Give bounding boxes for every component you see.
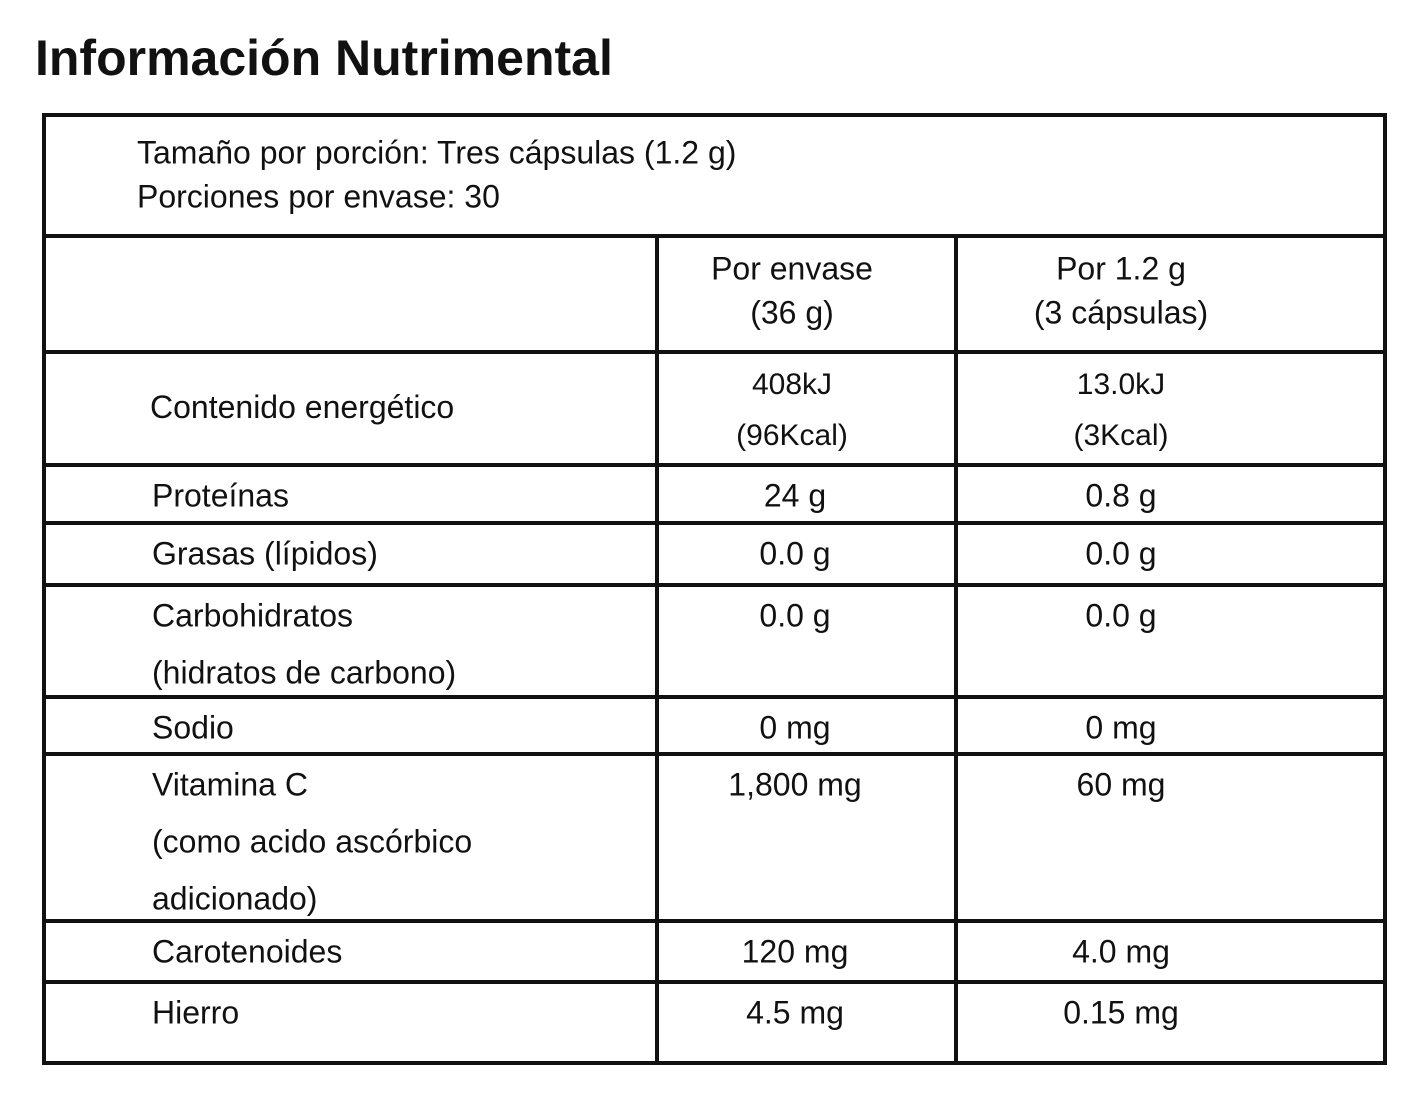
table-border <box>42 113 1387 1065</box>
cell-value: (96Kcal) <box>736 419 848 452</box>
column-header: Por envase <box>711 250 873 286</box>
cell-value: 0.0 g <box>759 597 830 633</box>
row-label: (como acido ascórbico <box>152 823 472 859</box>
cell-value: 120 mg <box>742 933 849 969</box>
cell-value: 0.0 g <box>759 535 830 571</box>
row-label: Carbohidratos <box>152 597 353 633</box>
row-label: (hidratos de carbono) <box>152 654 456 690</box>
cell-value: 60 mg <box>1077 766 1166 802</box>
row-label: Grasas (lípidos) <box>152 535 378 571</box>
cell-value: 408kJ <box>752 368 832 401</box>
column-header: Por 1.2 g <box>1056 250 1186 286</box>
cell-value: 24 g <box>764 477 826 513</box>
row-label: Contenido energético <box>150 389 454 425</box>
row-label: Vitamina C <box>152 766 308 802</box>
row-label: Hierro <box>152 994 239 1030</box>
cell-value: 0.15 mg <box>1063 994 1179 1030</box>
cell-value: 0.0 g <box>1085 597 1156 633</box>
cell-value: 4.0 mg <box>1072 933 1170 969</box>
cell-value: 0.8 g <box>1085 477 1156 513</box>
cell-value: (3Kcal) <box>1073 419 1168 452</box>
cell-value: 1,800 mg <box>728 766 861 802</box>
row-label: Carotenoides <box>152 933 342 969</box>
row-label: adicionado) <box>152 880 317 916</box>
row-label: Sodio <box>152 709 234 745</box>
column-header: (3 cápsulas) <box>1034 294 1208 330</box>
cell-value: 0 mg <box>1085 709 1156 745</box>
row-label: Proteínas <box>152 477 289 513</box>
cell-value: 4.5 mg <box>746 994 844 1030</box>
title: Información Nutrimental <box>35 30 613 86</box>
serving-size: Tamaño por porción: Tres cápsulas (1.2 g… <box>137 134 736 170</box>
column-header: (36 g) <box>750 294 834 330</box>
cell-value: 0.0 g <box>1085 535 1156 571</box>
cell-value: 0 mg <box>759 709 830 745</box>
servings-per-container: Porciones por envase: 30 <box>137 178 500 214</box>
cell-value: 13.0kJ <box>1077 368 1165 401</box>
